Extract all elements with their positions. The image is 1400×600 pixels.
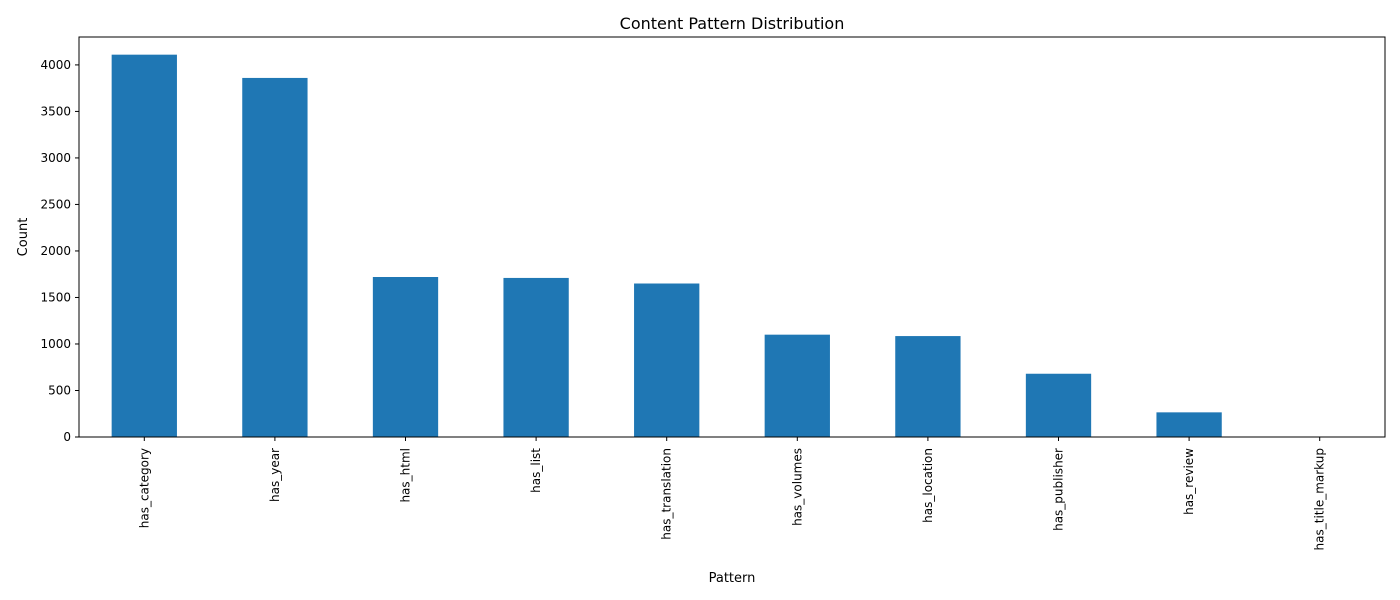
x-tick-label: has_title_markup	[1313, 448, 1327, 550]
bar-has-year	[242, 77, 308, 438]
y-tick-label: 1000	[40, 337, 71, 351]
y-tick-label: 2000	[40, 244, 71, 258]
x-tick-label: has_list	[529, 448, 543, 493]
bar-has-publisher	[1025, 373, 1092, 437]
y-tick-label: 500	[48, 383, 71, 397]
y-tick-label: 3000	[40, 151, 71, 165]
x-tick-label: has_category	[137, 448, 151, 528]
y-axis-label: Count	[16, 218, 31, 257]
y-tick-label: 2500	[40, 197, 71, 211]
x-tick-label: has_publisher	[1052, 448, 1066, 531]
bar-has-volumes	[764, 334, 830, 437]
y-tick-label: 0	[63, 430, 71, 444]
y-tick-label: 4000	[40, 58, 71, 72]
chart-title: Content Pattern Distribution	[620, 14, 845, 33]
y-tick-label: 3500	[40, 104, 71, 118]
bar-has-location	[895, 336, 961, 437]
x-tick-label: has_volumes	[790, 448, 804, 526]
bar-has-html	[372, 277, 439, 437]
bar-has-review	[1156, 412, 1222, 437]
bar-has-category	[111, 54, 177, 438]
x-tick-label: has_review	[1182, 448, 1196, 515]
x-axis-label: Pattern	[709, 571, 756, 586]
bar-has-list	[503, 277, 569, 437]
y-tick-label: 1500	[40, 290, 71, 304]
bars	[111, 54, 1222, 438]
x-tick-label: has_html	[399, 448, 413, 503]
x-tick-label: has_translation	[660, 448, 674, 540]
plot-frame	[78, 36, 1386, 438]
x-tick-label: has_year	[268, 448, 282, 502]
bar-has-translation	[634, 283, 700, 437]
x-tick-label: has_location	[921, 448, 935, 523]
y-axis: 0 500 1000 1500 2000 2500 3000 3500 4000	[40, 58, 79, 444]
x-axis: has_category has_year has_html has_list has_…	[137, 437, 1327, 550]
plot-area: 0 500 1000 1500 2000 2500 3000 3500 4000 has_cat…	[40, 36, 1386, 550]
